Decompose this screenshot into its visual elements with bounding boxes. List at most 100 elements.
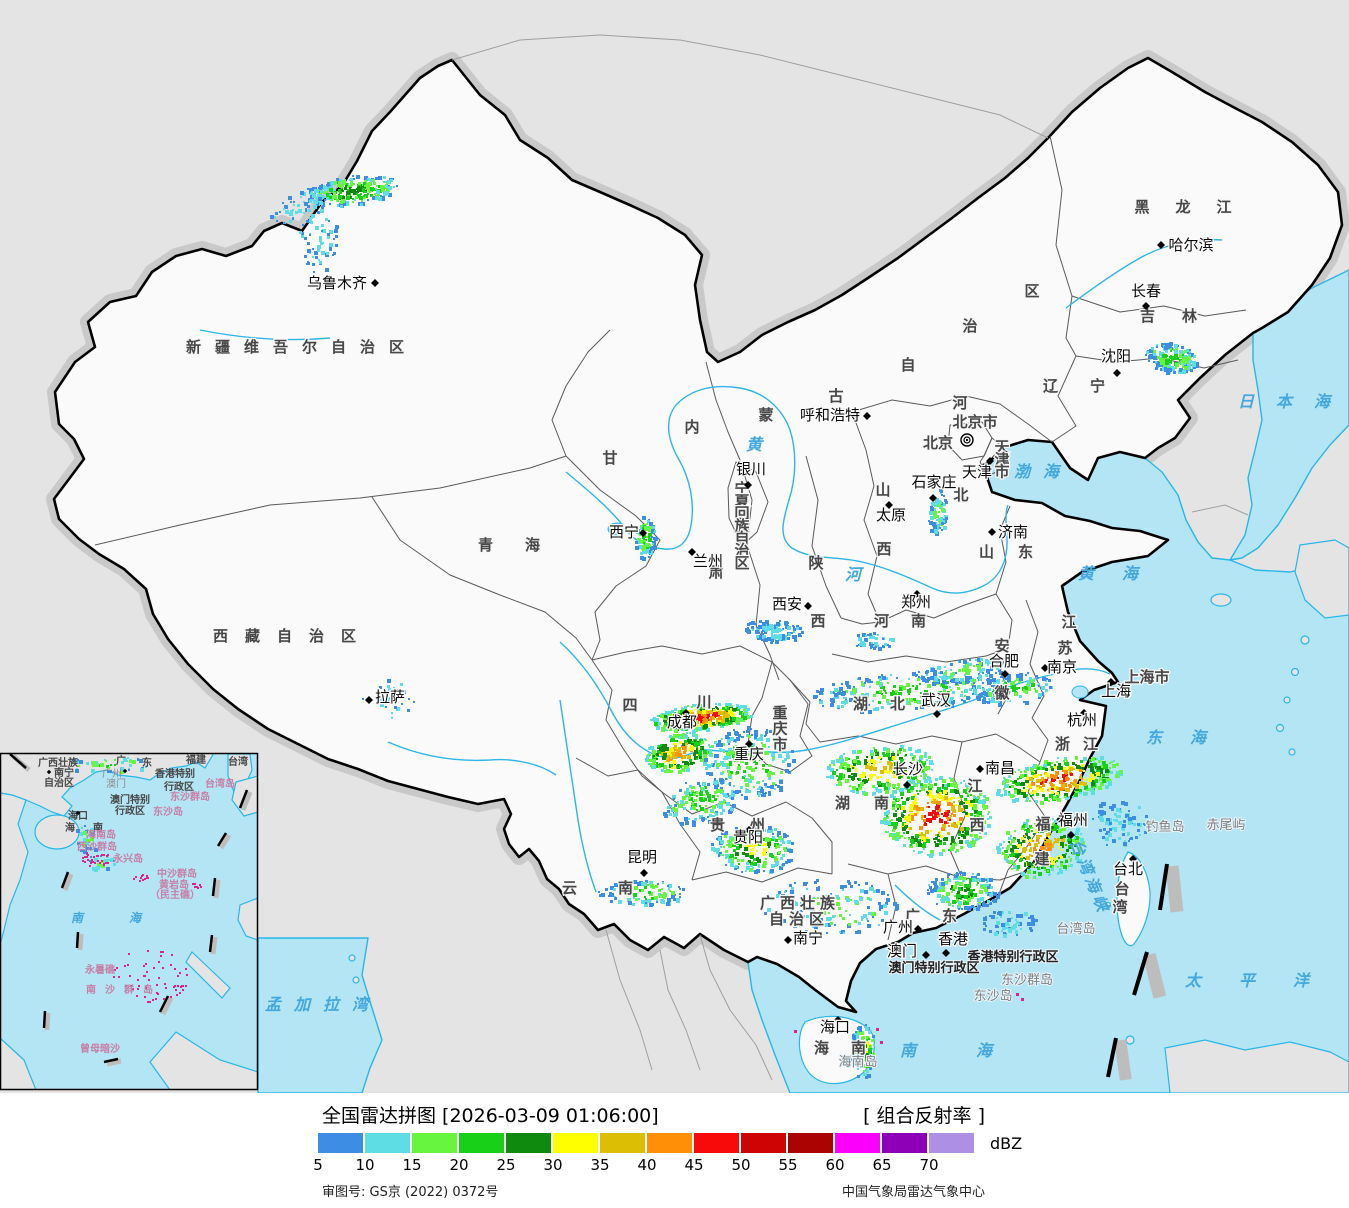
city-marker bbox=[913, 590, 921, 598]
inset-echo-layer bbox=[74, 757, 147, 872]
city-label: 合肥 bbox=[989, 652, 1019, 670]
legend-title: 全国雷达拼图 [2026-03-09 01:06:00] bbox=[322, 1105, 659, 1127]
colorbar-ticks: 5 10 15 20 25 30 35 40 45 50 55 60 65 70 bbox=[0, 1156, 1349, 1174]
city-marker bbox=[744, 481, 752, 489]
city-label: 成都 bbox=[667, 713, 697, 731]
inset-label: 永暑礁 bbox=[84, 963, 115, 976]
island-label: 东沙岛 bbox=[973, 988, 1012, 1004]
province-label: 古 bbox=[828, 387, 843, 405]
city-label: 西宁 bbox=[609, 523, 639, 541]
province-label: 河南 bbox=[874, 612, 948, 630]
inset-dash bbox=[9, 753, 27, 769]
city-marker bbox=[1107, 678, 1115, 686]
island-label: 海南岛 bbox=[838, 1054, 877, 1070]
colorbar-cell bbox=[553, 1133, 598, 1153]
inset-label: 行政区 bbox=[163, 780, 194, 793]
sea-label: 太平洋 bbox=[1184, 971, 1347, 990]
province-label: 北京 bbox=[923, 434, 953, 452]
island-label: 东沙群岛 bbox=[1001, 972, 1053, 988]
capital-marker bbox=[963, 436, 971, 444]
city-label: 广州 bbox=[883, 918, 913, 936]
echo-cluster-yunnan-se bbox=[598, 880, 685, 907]
reef-dot bbox=[1016, 993, 1019, 996]
echo-cluster-sichuan-east bbox=[704, 726, 796, 800]
city-marker bbox=[1113, 369, 1121, 377]
province-label: 甘 bbox=[602, 449, 617, 467]
province-label: 陕 bbox=[808, 554, 823, 572]
echo-cluster-guangdong-sea bbox=[983, 911, 1038, 938]
province-label: 苏 bbox=[1057, 639, 1072, 657]
echo-cluster-henan-west bbox=[856, 632, 895, 651]
colorbar-cell bbox=[318, 1133, 363, 1153]
city-marker bbox=[784, 936, 792, 944]
echo-cluster-zhejiang-sea bbox=[1092, 801, 1148, 847]
inset-label: 东沙群岛 bbox=[170, 790, 210, 803]
echo-cluster-chengdu-band bbox=[650, 703, 753, 733]
province-label: 川 bbox=[695, 693, 711, 711]
china-landmass bbox=[52, 56, 1344, 1014]
qinghai-lake bbox=[607, 522, 627, 536]
colorbar-tick: 20 bbox=[449, 1156, 469, 1174]
inset-dash bbox=[42, 1010, 47, 1029]
kyushu bbox=[1294, 539, 1349, 619]
province-label: 自治区 bbox=[769, 910, 829, 928]
city-label: 上海 bbox=[1101, 682, 1131, 700]
city-label: 兰州 bbox=[693, 552, 723, 570]
reef-dot bbox=[794, 1030, 797, 1033]
echo-cluster-hunan-jiangxi bbox=[880, 776, 992, 858]
echo-cluster-xinjiang-north bbox=[308, 175, 398, 208]
city-label: 西安 bbox=[772, 595, 802, 613]
city-marker bbox=[745, 740, 753, 748]
city-label: 福州 bbox=[1058, 811, 1088, 829]
boundary-dash-segments bbox=[1106, 863, 1184, 1081]
city-marker bbox=[914, 925, 922, 933]
colorbar-tick: 5 bbox=[313, 1156, 323, 1174]
capital-marker bbox=[960, 433, 974, 447]
inset-dash bbox=[238, 789, 249, 809]
legend-approval: 审图号: GS京 (2022) 0372号 bbox=[322, 1185, 499, 1200]
inset-dash bbox=[216, 832, 228, 847]
city-marker bbox=[804, 602, 812, 610]
city-label: 杭州 bbox=[1067, 711, 1097, 729]
inset-label: 广州 bbox=[102, 768, 122, 780]
reef-marker-layer bbox=[794, 993, 1024, 1047]
city-label: 海口 bbox=[820, 1018, 850, 1036]
inset-dash bbox=[158, 995, 170, 1013]
province-label: 肃 bbox=[708, 563, 723, 581]
province-label: 台 bbox=[1114, 880, 1129, 898]
province-label: 河 bbox=[952, 394, 967, 412]
andaman-island bbox=[348, 954, 356, 962]
inset-dash bbox=[208, 934, 214, 953]
inset-label: 东 bbox=[142, 756, 152, 769]
city-marker bbox=[976, 765, 984, 773]
city-marker bbox=[640, 869, 648, 877]
province-label: 辽宁 bbox=[1043, 377, 1137, 395]
city-label: 呼和浩特 bbox=[800, 406, 860, 424]
province-label: 江 bbox=[967, 777, 982, 795]
province-label: 新疆维吾尔自治区 bbox=[186, 338, 418, 356]
colorbar-tick: 60 bbox=[825, 1156, 845, 1174]
city-marker bbox=[885, 501, 893, 509]
colorbar-cell bbox=[929, 1133, 974, 1153]
echo-cluster-sichuan-south bbox=[663, 778, 739, 827]
province-label: 天津市 bbox=[994, 438, 1010, 481]
province-label: 湖北 bbox=[853, 695, 927, 713]
city-marker bbox=[1142, 302, 1150, 310]
echo-cluster-sichuan-mid bbox=[645, 732, 714, 774]
province-label: 吉林 bbox=[1140, 307, 1224, 325]
city-marker bbox=[682, 709, 690, 717]
city-marker bbox=[1129, 855, 1137, 863]
colorbar-tick: 45 bbox=[684, 1156, 704, 1174]
colorbar-tick: 40 bbox=[637, 1156, 657, 1174]
city-label: 重庆 bbox=[734, 745, 764, 763]
province-label: 青海 bbox=[478, 536, 572, 554]
province-label: 重庆市 bbox=[772, 704, 787, 753]
city-marker bbox=[639, 529, 647, 537]
reef-dot bbox=[880, 1041, 883, 1044]
city-marker bbox=[371, 279, 379, 287]
sea-label: 孟加拉湾 bbox=[265, 995, 381, 1014]
colorbar-tick: 10 bbox=[355, 1156, 375, 1174]
sea-label: 南海 bbox=[900, 1041, 1052, 1060]
